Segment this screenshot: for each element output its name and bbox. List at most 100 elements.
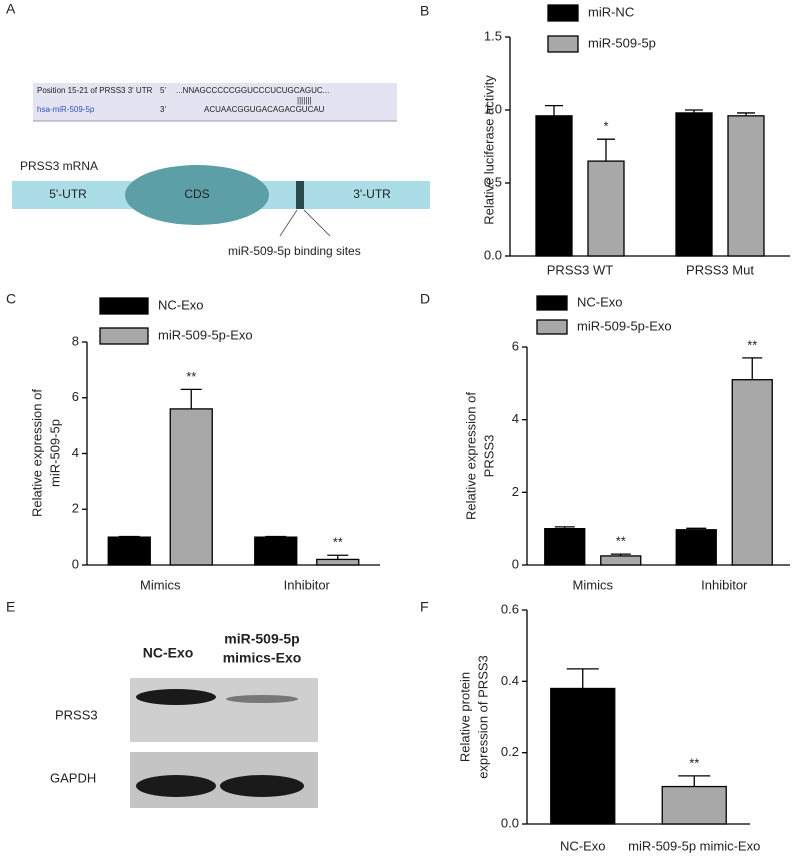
lane-label: mimics-Exo	[223, 650, 302, 666]
alignment-box	[33, 83, 397, 121]
y-tick-label: 0.0	[501, 815, 519, 830]
significance-label: **	[689, 755, 699, 770]
y-axis-label: Relative expression of	[463, 392, 478, 520]
bar	[675, 529, 717, 566]
error-bar	[180, 388, 202, 409]
panel-label: C	[6, 291, 16, 307]
panel-label: D	[420, 291, 430, 307]
error-bar	[610, 553, 631, 556]
bar	[550, 687, 616, 825]
legend-label: NC-Exo	[158, 297, 204, 312]
legend-swatch	[547, 35, 579, 53]
y-tick-label: 0.2	[501, 744, 519, 759]
band	[226, 695, 298, 703]
y-tick-label: 0	[512, 556, 519, 571]
y-axis-label: Relative expression of	[29, 389, 44, 517]
legend-swatch	[547, 4, 579, 22]
y-tick-label: 4	[72, 445, 79, 460]
y-axis-label: PRSS3	[481, 435, 496, 478]
binding-site	[296, 181, 304, 209]
bar	[587, 160, 625, 257]
error-bar	[686, 527, 707, 530]
y-tick-label: 2	[72, 501, 79, 516]
mirna-seq: ACUAACGGUGACAGACGUCAU	[204, 105, 325, 114]
error-bar	[566, 668, 599, 689]
utr3-label: 3'-UTR	[353, 187, 391, 201]
x-tick-label: NC-Exo	[560, 838, 606, 853]
x-tick-label: Mimics	[573, 577, 614, 592]
error-bar	[678, 775, 711, 787]
utr5-label: 5'-UTR	[49, 187, 87, 201]
mrna-label: PRSS3 mRNA	[20, 159, 98, 173]
legend-label: NC-Exo	[577, 294, 623, 309]
panel-label: E	[6, 599, 15, 615]
x-tick-label: Inhibitor	[284, 577, 331, 592]
y-tick-label: 0.4	[501, 673, 519, 688]
blot-strip	[130, 678, 318, 742]
legend-label: miR-509-5p-Exo	[158, 327, 253, 342]
bar	[544, 528, 586, 566]
bar	[254, 536, 298, 566]
y-tick-label: 0.6	[501, 601, 519, 616]
bar	[316, 558, 360, 566]
sites-label: miR-509-5p binding sites	[228, 244, 361, 258]
bar	[661, 785, 727, 825]
y-tick-label: 4	[512, 411, 519, 426]
bar	[600, 555, 642, 566]
panel-a: Position 15-21 of PRSS3 3' UTR 5' ...NNA…	[12, 83, 430, 258]
bar	[727, 115, 765, 257]
legend-label: miR-509-5p-Exo	[577, 318, 672, 333]
significance-label: **	[747, 337, 757, 352]
mirna-name: hsa-miR-509-5p	[37, 105, 95, 114]
legend-swatch	[99, 297, 149, 315]
y-axis-label: Relative protein	[457, 672, 472, 762]
band	[136, 775, 216, 797]
pairing: |||||||	[297, 96, 312, 105]
significance-label: **	[186, 369, 196, 384]
error-bar	[597, 138, 615, 162]
y-tick-label: 0.0	[484, 247, 502, 262]
error-bar	[554, 526, 575, 529]
pointer	[303, 209, 331, 237]
band	[136, 689, 216, 705]
significance-label: *	[603, 119, 608, 134]
legend-label: miR-NC	[588, 4, 634, 19]
cds-label: CDS	[184, 187, 209, 201]
row-label: PRSS3	[55, 707, 98, 722]
bar	[535, 115, 573, 257]
bar	[675, 112, 713, 257]
y-axis-label: miR-509-5p	[47, 419, 62, 487]
x-tick-label: miR-509-5p mimic-Exo	[628, 838, 760, 853]
bar	[107, 536, 151, 566]
bar	[169, 408, 213, 566]
error-bar	[265, 535, 287, 538]
error-bar	[327, 554, 349, 560]
panel-e: NC-Exo miR-509-5p mimics-Exo PRSS3 GAPDH	[50, 631, 318, 808]
mirna-end: 3'	[160, 105, 166, 114]
legend-swatch	[99, 327, 149, 345]
error-bar	[737, 112, 755, 116]
y-tick-label: 8	[72, 333, 79, 348]
legend-label: miR-509-5p	[588, 35, 656, 50]
x-tick-label: PRSS3 Mut	[686, 262, 754, 277]
x-tick-label: Inhibitor	[701, 577, 748, 592]
lane-label: NC-Exo	[143, 645, 194, 661]
significance-label: **	[616, 534, 626, 549]
error-bar	[685, 109, 703, 113]
lane-label: miR-509-5p	[224, 631, 299, 647]
bar	[731, 379, 773, 566]
target-seq: ...NNAGCCCCCGGUCCCUCUGCAGUC...	[176, 86, 329, 95]
alignment-title: Position 15-21 of PRSS3 3' UTR	[37, 86, 153, 95]
y-tick-label: 6	[72, 389, 79, 404]
legend-swatch	[536, 295, 568, 311]
error-bar	[545, 104, 563, 116]
x-tick-label: PRSS3 WT	[547, 262, 614, 277]
y-tick-label: 1.0	[484, 101, 502, 116]
y-tick-label: 1.5	[484, 28, 502, 43]
panel-label: B	[420, 3, 429, 19]
y-axis-label: Relative luciferase activity	[481, 75, 496, 225]
cds-shape	[125, 165, 269, 225]
band	[220, 775, 304, 797]
significance-label: **	[333, 535, 343, 550]
panel-label: A	[6, 1, 16, 17]
